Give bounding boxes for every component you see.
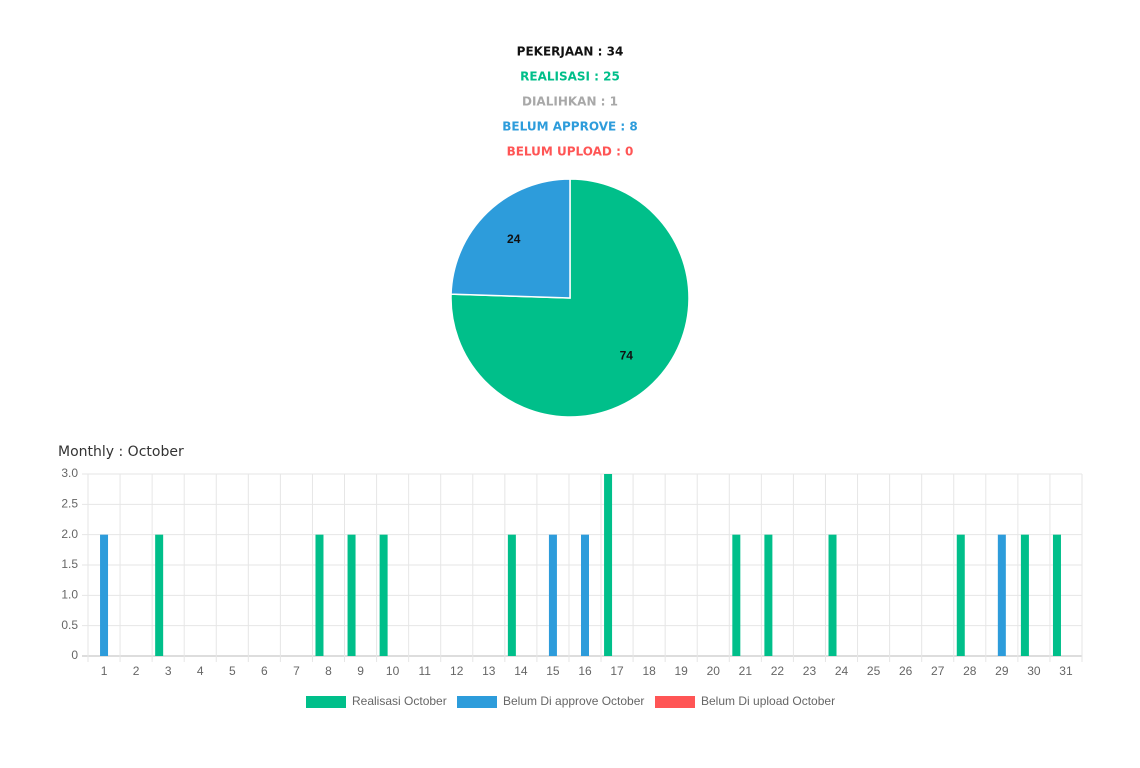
bar <box>100 534 109 656</box>
x-tick-label: 22 <box>771 664 785 678</box>
x-tick-label: 15 <box>546 664 560 678</box>
x-tick-label: 11 <box>418 664 431 678</box>
summary-line: BELUM UPLOAD : 0 <box>507 145 634 159</box>
x-tick-label: 28 <box>963 664 977 678</box>
y-tick-label: 1.0 <box>61 588 78 602</box>
bar <box>997 534 1006 656</box>
x-tick-label: 14 <box>514 664 528 678</box>
x-tick-label: 19 <box>675 664 689 678</box>
summary-line: REALISASI : 25 <box>520 70 620 84</box>
x-tick-label: 25 <box>867 664 881 678</box>
legend-swatch <box>306 696 346 708</box>
legend-swatch <box>655 696 695 708</box>
bar <box>764 534 773 656</box>
legend-label: Realisasi October <box>352 694 447 708</box>
x-tick-label: 2 <box>133 664 140 678</box>
bar <box>315 534 324 656</box>
x-tick-label: 8 <box>325 664 332 678</box>
x-tick-label: 4 <box>197 664 204 678</box>
summary-line: DIALIHKAN : 1 <box>522 95 618 109</box>
x-tick-label: 10 <box>386 664 400 678</box>
bar <box>347 534 356 656</box>
bar <box>548 534 557 656</box>
x-tick-label: 30 <box>1027 664 1041 678</box>
bar <box>1052 534 1061 656</box>
y-tick-label: 3.0 <box>61 466 78 480</box>
x-tick-label: 12 <box>450 664 464 678</box>
x-tick-label: 18 <box>642 664 656 678</box>
bar <box>379 534 388 656</box>
x-tick-label: 6 <box>261 664 268 678</box>
y-tick-label: 2.5 <box>61 497 78 511</box>
summary-line: PEKERJAAN : 34 <box>517 45 624 59</box>
summary-line: BELUM APPROVE : 8 <box>502 120 637 134</box>
legend-swatch <box>457 696 497 708</box>
y-tick-label: 2.0 <box>61 527 78 541</box>
y-tick-label: 0.5 <box>61 618 78 632</box>
bar <box>1020 534 1029 656</box>
x-tick-label: 17 <box>610 664 624 678</box>
x-tick-label: 1 <box>101 664 108 678</box>
x-tick-label: 21 <box>739 664 753 678</box>
x-tick-label: 7 <box>293 664 300 678</box>
y-tick-label: 1.5 <box>61 557 78 571</box>
x-tick-label: 23 <box>803 664 817 678</box>
bar <box>956 534 965 656</box>
x-tick-label: 31 <box>1059 664 1073 678</box>
x-tick-label: 26 <box>899 664 913 678</box>
x-tick-label: 29 <box>995 664 1009 678</box>
pie-label: 74 <box>620 348 634 362</box>
x-tick-label: 13 <box>482 664 496 678</box>
x-tick-label: 9 <box>357 664 364 678</box>
bar <box>604 474 613 656</box>
bar <box>581 534 589 656</box>
bar-chart-title: Monthly : October <box>58 444 184 460</box>
x-tick-label: 27 <box>931 664 945 678</box>
pie-slice <box>450 178 571 299</box>
x-tick-label: 3 <box>165 664 172 678</box>
bar <box>507 534 516 656</box>
bar <box>732 534 741 656</box>
x-tick-label: 24 <box>835 664 849 678</box>
x-tick-label: 16 <box>578 664 592 678</box>
bar <box>828 534 837 656</box>
legend-label: Belum Di upload October <box>701 694 835 708</box>
bar <box>155 534 164 656</box>
y-tick-label: 0 <box>71 648 78 662</box>
x-tick-label: 5 <box>229 664 236 678</box>
x-tick-label: 20 <box>707 664 721 678</box>
legend-label: Belum Di approve October <box>503 694 644 708</box>
pie-label: 24 <box>507 232 521 246</box>
